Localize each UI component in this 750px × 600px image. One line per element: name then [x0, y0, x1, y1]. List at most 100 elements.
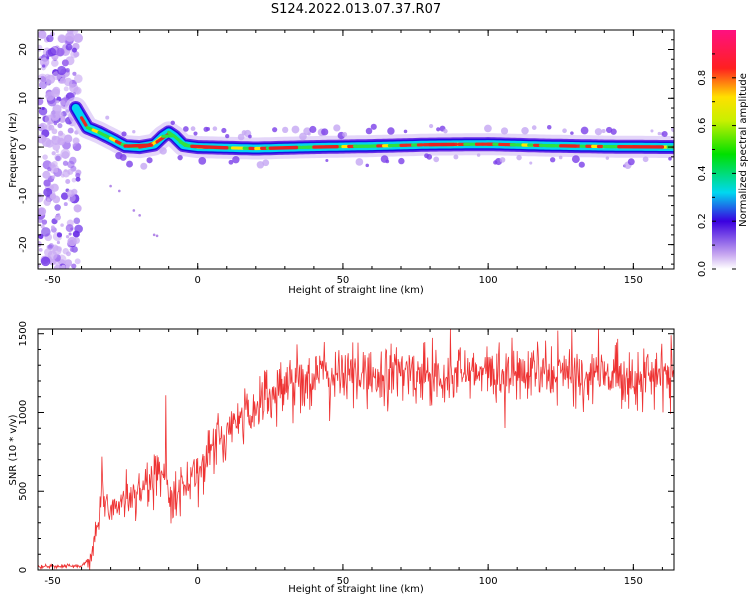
- noise-blob: [47, 250, 58, 261]
- y-tick-label: -10: [18, 188, 29, 204]
- band-fleck: [570, 131, 574, 135]
- band-fleck: [237, 133, 245, 141]
- band-fleck: [309, 125, 317, 134]
- noise-blob: [56, 240, 61, 245]
- noise-blob: [63, 134, 73, 143]
- noise-blob: [55, 149, 59, 153]
- band-fleck: [159, 147, 167, 155]
- band-fleck: [531, 125, 537, 130]
- band-fleck: [355, 158, 364, 166]
- colorbar-tick-label: 0.8: [697, 70, 708, 86]
- noise-speck: [109, 184, 112, 188]
- noise-blob: [61, 264, 66, 269]
- x-tick-label: -50: [44, 576, 60, 587]
- noise-blob: [47, 47, 57, 57]
- colorbar-tick-label: 0.6: [697, 118, 708, 134]
- band-core: [79, 116, 88, 127]
- band-fleck: [668, 156, 672, 161]
- band-fleck: [221, 127, 227, 134]
- band-fleck: [385, 159, 390, 164]
- band-fleck: [521, 127, 529, 135]
- noise-speck: [132, 209, 136, 212]
- band-fleck: [578, 161, 585, 168]
- noise-blob: [74, 74, 83, 84]
- noise-speck: [152, 233, 156, 237]
- noise-blob: [46, 34, 54, 43]
- y-tick-label: -20: [18, 236, 29, 252]
- noise-blob: [71, 47, 77, 53]
- x-tick-label: 100: [479, 576, 498, 587]
- band-fleck: [657, 131, 662, 136]
- band-fleck: [365, 163, 369, 168]
- noise-blob: [54, 204, 61, 211]
- noise-blob: [65, 179, 71, 185]
- band-fleck: [436, 127, 441, 132]
- noise-blob: [39, 57, 50, 67]
- spectrogram-ticks: -50 0 50 100 150 -20 -10 0 10 20: [18, 29, 674, 286]
- noise-blob: [40, 256, 51, 267]
- band-fleck: [140, 162, 148, 170]
- noise-speck: [118, 189, 121, 193]
- band-fleck: [225, 133, 230, 139]
- noise-blob: [51, 175, 56, 179]
- noise-blob: [62, 160, 69, 166]
- spectrogram-heatmap: [38, 30, 674, 269]
- noise-blob: [48, 243, 54, 249]
- noise-blob: [57, 65, 67, 76]
- band-fleck: [365, 127, 373, 135]
- noise-blob: [43, 179, 51, 187]
- noise-blob: [73, 86, 82, 95]
- band-fleck: [580, 126, 589, 135]
- noise-blob: [64, 169, 68, 173]
- noise-blob: [41, 106, 45, 111]
- band-fleck: [426, 154, 433, 160]
- noise-blob: [67, 127, 74, 134]
- noise-speck: [155, 234, 159, 238]
- band-fleck: [232, 156, 240, 164]
- band-fleck: [443, 128, 448, 134]
- noise-blob: [73, 51, 80, 58]
- snr-ylabel: SNR (10 * v/v): [8, 414, 19, 485]
- colorbar-tick-label: 0.0: [697, 261, 708, 277]
- noise-blob: [42, 64, 46, 68]
- noise-blob: [59, 77, 67, 84]
- band-fleck: [272, 127, 278, 133]
- band-fleck: [105, 115, 110, 120]
- noise-blob: [49, 258, 56, 266]
- noise-blob: [52, 143, 61, 151]
- spectrogram-panel: -50 0 50 100 150 -20 -10 0 10 20 Height of straig…: [8, 29, 675, 296]
- spectrogram-ylabel: Frequency (Hz): [8, 112, 19, 188]
- band-fleck: [212, 126, 218, 131]
- noise-blob: [67, 193, 76, 203]
- snr-series-line: [38, 329, 674, 570]
- band-fleck: [627, 158, 635, 166]
- noise-blob: [73, 204, 82, 213]
- noise-blob: [63, 77, 73, 87]
- snr-plot-area: [38, 329, 674, 570]
- noise-blob: [46, 198, 51, 202]
- noise-blob: [51, 151, 56, 156]
- colorbar-tick-label: 0.4: [697, 165, 708, 181]
- noise-blob: [53, 121, 58, 126]
- band-fleck: [642, 156, 649, 163]
- noise-blob: [63, 86, 69, 92]
- noise-blob: [57, 123, 63, 129]
- noise-blob: [60, 223, 64, 227]
- noise-blob: [38, 193, 44, 203]
- noise-blob: [61, 59, 69, 67]
- band-fleck: [546, 124, 552, 130]
- band-fleck: [333, 124, 341, 132]
- band-fleck: [429, 123, 434, 129]
- noise-blob: [44, 114, 55, 125]
- noise-blob: [63, 202, 68, 207]
- noise-blob: [51, 59, 59, 67]
- noise-blob: [56, 246, 62, 252]
- noise-blob: [62, 248, 69, 255]
- snr-frame: [37, 328, 675, 571]
- band-fleck: [387, 127, 395, 135]
- noise-blob: [40, 224, 45, 229]
- noise-speck: [138, 214, 141, 217]
- noise-blob: [73, 33, 83, 43]
